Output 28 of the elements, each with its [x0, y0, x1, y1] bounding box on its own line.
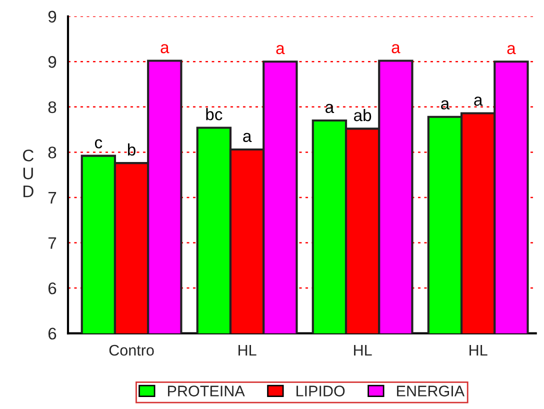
data-label: a: [441, 100, 450, 110]
x-tick-label: Contro: [109, 344, 154, 356]
y-axis-title: CUD: [23, 150, 34, 198]
x-tick-label: HL: [470, 345, 488, 356]
data-label: bc: [206, 108, 222, 120]
data-label: a: [392, 44, 400, 54]
y-tick-label: 8: [48, 146, 56, 158]
y-tick-label: 8: [48, 101, 56, 114]
legend-label: ENERGIA: [397, 386, 465, 396]
y-tick-label: 9: [48, 56, 56, 68]
y-tick-label: 7: [48, 237, 56, 249]
data-label: a: [326, 104, 334, 114]
legend-label: PROTEINA: [168, 386, 245, 396]
data-label: c: [94, 139, 102, 148]
x-tick-label: HL: [238, 345, 256, 356]
y-tick-label: 9: [48, 10, 56, 23]
data-label: a: [474, 96, 483, 106]
data-label: a: [160, 44, 170, 54]
data-label: a: [507, 45, 516, 54]
legend-label: LIPIDO: [296, 386, 345, 396]
data-label: a: [243, 132, 252, 142]
y-tick-label: 6: [48, 328, 56, 340]
y-tick-label: 6: [48, 282, 56, 294]
data-label: b: [128, 143, 136, 156]
x-tick-label: HL: [354, 345, 372, 356]
data-label: a: [276, 45, 285, 54]
y-tick-label: 7: [48, 192, 56, 204]
data-label: ab: [354, 108, 372, 122]
